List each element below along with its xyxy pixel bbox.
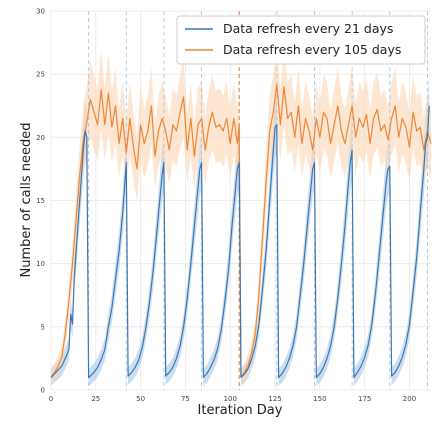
y-axis-label: Number of calls needed — [19, 123, 34, 278]
y-tick-label: 0 — [41, 387, 45, 395]
x-tick-label: 0 — [49, 395, 53, 403]
x-tick-label: 125 — [268, 395, 281, 403]
legend-box — [176, 15, 426, 65]
x-tick-label: 75 — [181, 395, 190, 403]
series-lines — [50, 83, 432, 378]
x-tick-label: 175 — [358, 395, 371, 403]
legend-label-21: Data refresh every 21 days — [223, 21, 393, 36]
x-tick-label: 150 — [313, 395, 326, 403]
y-axis-ticks: 0 5 10 15 20 25 30 — [36, 8, 45, 395]
y-tick-label: 5 — [41, 323, 45, 331]
y-tick-label: 25 — [36, 71, 45, 79]
x-tick-label: 50 — [136, 395, 145, 403]
band-105-days — [51, 43, 431, 387]
x-axis-label: Iteration Day — [198, 403, 283, 418]
legend: Data refresh every 21 days Data refresh … — [176, 15, 426, 65]
y-tick-label: 15 — [36, 197, 45, 205]
x-tick-label: 100 — [224, 395, 237, 403]
y-tick-label: 10 — [36, 260, 45, 268]
x-tick-label: 25 — [91, 395, 100, 403]
series-line-21-days — [50, 105, 430, 378]
y-tick-label: 30 — [36, 8, 45, 16]
x-tick-label: 200 — [403, 395, 416, 403]
x-axis-ticks: 0 25 50 75 100 125 150 175 200 — [49, 395, 416, 403]
y-tick-label: 20 — [36, 134, 45, 142]
legend-label-105: Data refresh every 105 days — [223, 42, 401, 57]
